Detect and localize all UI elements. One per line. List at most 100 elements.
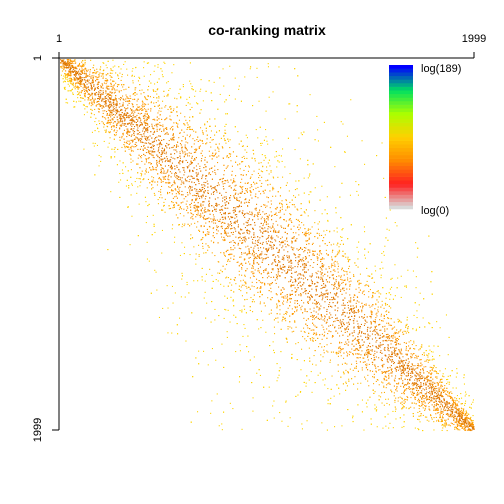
heat-cell bbox=[347, 304, 349, 306]
heat-cell bbox=[167, 332, 169, 334]
heat-cell bbox=[147, 95, 149, 97]
heat-cell bbox=[96, 101, 98, 103]
heat-cell bbox=[275, 220, 277, 222]
heat-cell bbox=[242, 232, 244, 234]
heat-cell bbox=[275, 230, 277, 232]
heat-cell bbox=[254, 214, 256, 216]
heat-cell bbox=[463, 421, 465, 423]
heat-cell bbox=[334, 426, 336, 428]
heat-cell bbox=[259, 237, 261, 239]
heat-cell bbox=[432, 378, 434, 380]
heat-cell bbox=[122, 133, 124, 135]
heat-cell bbox=[133, 75, 135, 77]
heat-cell bbox=[263, 230, 265, 232]
heat-cell bbox=[222, 209, 224, 211]
heat-cell bbox=[312, 242, 314, 244]
heat-cell bbox=[98, 165, 100, 167]
heat-cell bbox=[155, 123, 157, 125]
heat-cell bbox=[216, 225, 218, 227]
heat-cell bbox=[269, 183, 271, 185]
heat-cell bbox=[353, 330, 355, 332]
heat-cell bbox=[328, 304, 330, 306]
heat-cell bbox=[190, 212, 192, 214]
heat-cell bbox=[67, 63, 69, 65]
heat-cell bbox=[131, 184, 133, 186]
heat-cell bbox=[164, 165, 166, 167]
heat-cell bbox=[253, 236, 255, 238]
heat-cell bbox=[161, 185, 163, 187]
heat-cell bbox=[343, 304, 345, 306]
heat-cell bbox=[265, 206, 267, 208]
heat-cell bbox=[446, 403, 448, 405]
heat-cell bbox=[301, 305, 303, 307]
heat-cell bbox=[89, 95, 91, 97]
heat-cell bbox=[323, 346, 325, 348]
heat-cell bbox=[240, 238, 242, 240]
heat-cell bbox=[275, 240, 277, 242]
heat-cell bbox=[102, 90, 104, 92]
heat-cell bbox=[242, 161, 244, 163]
heat-cell bbox=[82, 83, 84, 85]
heat-cell bbox=[403, 330, 405, 332]
heat-cell bbox=[251, 264, 253, 266]
heat-cell bbox=[331, 306, 333, 308]
heat-cell bbox=[387, 367, 389, 369]
heat-cell bbox=[348, 351, 350, 353]
heat-cell bbox=[415, 354, 417, 356]
heat-cell bbox=[256, 255, 258, 257]
heat-cell bbox=[252, 311, 254, 313]
heat-cell bbox=[266, 140, 268, 142]
heat-cell bbox=[456, 412, 458, 414]
heat-cell bbox=[216, 189, 218, 191]
heat-cell bbox=[431, 359, 433, 361]
heat-cell bbox=[84, 84, 86, 86]
heat-cell bbox=[377, 311, 379, 313]
heat-cell bbox=[458, 415, 460, 417]
heat-cell bbox=[258, 272, 260, 274]
heat-cell bbox=[213, 206, 215, 208]
heat-cell bbox=[303, 268, 305, 270]
heat-cell bbox=[124, 147, 126, 149]
heat-cell bbox=[439, 370, 441, 372]
heat-cell bbox=[83, 85, 85, 87]
heat-cell bbox=[277, 271, 279, 273]
heat-cell bbox=[248, 166, 250, 168]
heat-cell bbox=[362, 317, 364, 319]
heat-cell bbox=[103, 62, 105, 64]
heat-cell bbox=[342, 302, 344, 304]
heat-cell bbox=[433, 417, 435, 419]
heat-cell bbox=[282, 269, 284, 271]
heat-cell bbox=[172, 129, 174, 131]
heat-cell bbox=[413, 348, 415, 350]
heat-cell bbox=[465, 391, 467, 393]
heat-cell bbox=[146, 120, 148, 122]
heat-cell bbox=[355, 181, 357, 183]
heat-cell bbox=[112, 122, 114, 124]
heat-cell bbox=[360, 382, 362, 384]
heat-cell bbox=[379, 334, 381, 336]
heat-cell bbox=[299, 285, 301, 287]
heat-cell bbox=[191, 163, 193, 165]
heat-cell bbox=[240, 205, 242, 207]
heat-cell bbox=[156, 136, 158, 138]
heat-cell bbox=[185, 119, 187, 121]
heat-cell bbox=[429, 401, 431, 403]
heat-cell bbox=[349, 308, 351, 310]
heat-cell bbox=[220, 283, 222, 285]
heat-cell bbox=[105, 103, 107, 105]
heat-cell bbox=[340, 278, 342, 280]
heat-cell bbox=[162, 209, 164, 211]
heat-cell bbox=[198, 350, 200, 352]
heat-cell bbox=[331, 263, 333, 265]
heat-cell bbox=[330, 271, 332, 273]
heat-cell bbox=[373, 281, 375, 283]
heat-cell bbox=[284, 270, 286, 272]
heat-cell bbox=[200, 213, 202, 215]
heat-cell bbox=[119, 128, 121, 130]
heat-cell bbox=[245, 239, 247, 241]
heat-cell bbox=[236, 261, 238, 263]
heat-cell bbox=[396, 342, 398, 344]
heat-cell bbox=[418, 401, 420, 403]
heat-cell bbox=[118, 90, 120, 92]
heat-cell bbox=[447, 354, 449, 356]
